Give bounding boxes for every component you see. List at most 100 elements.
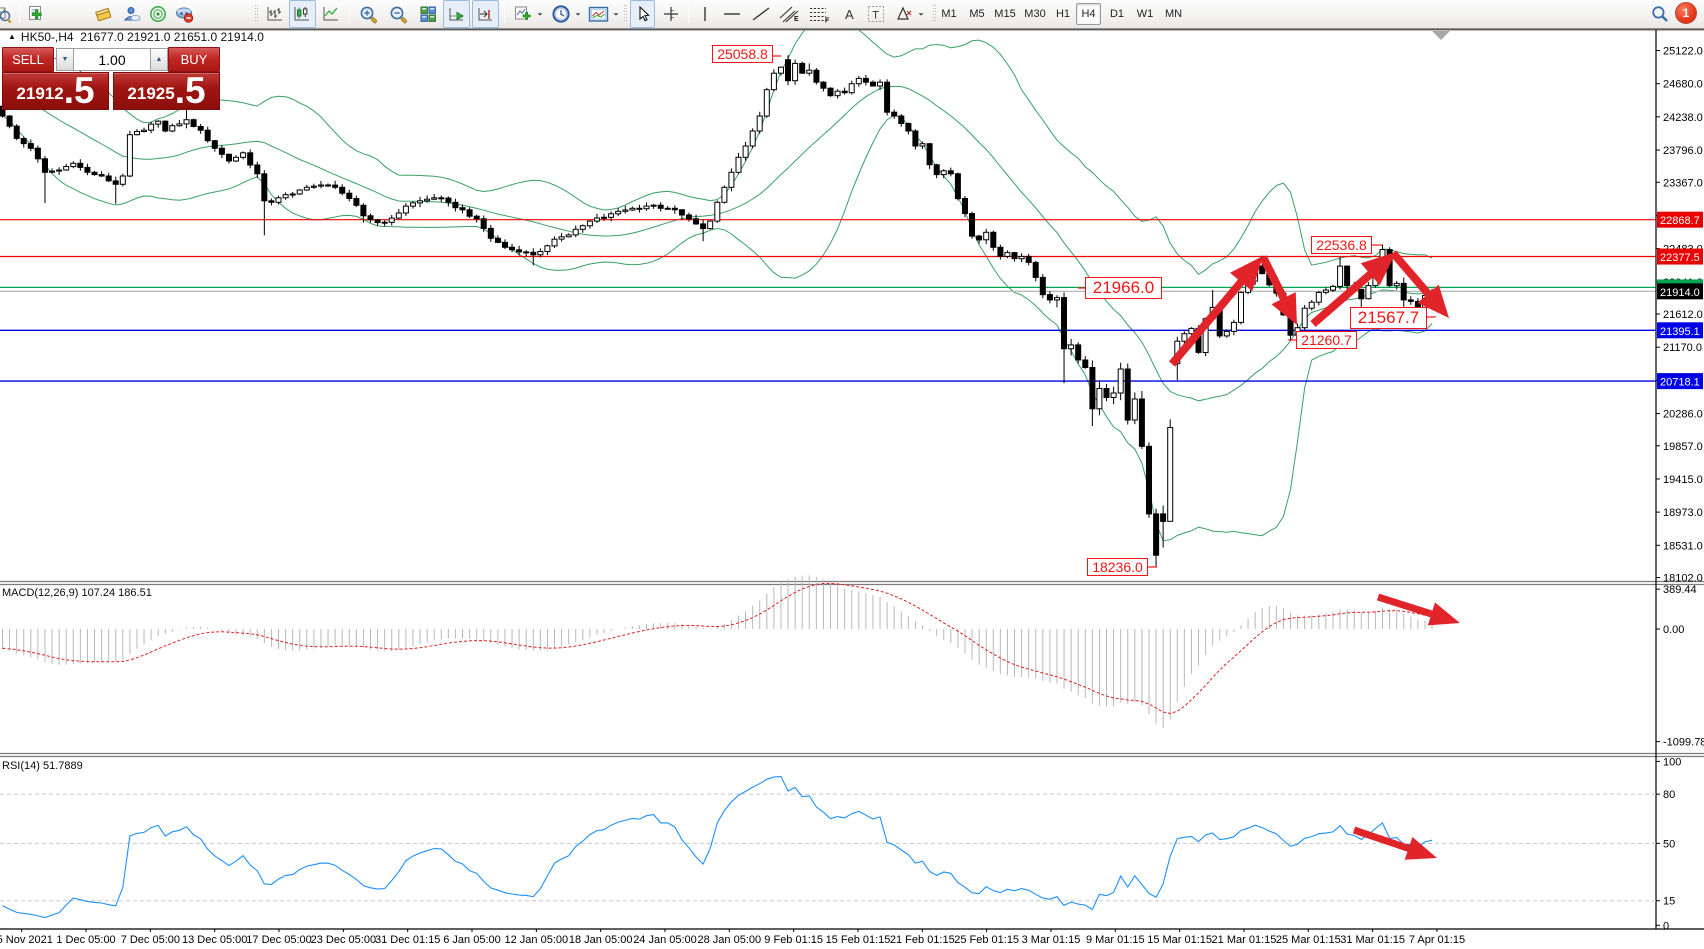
shapes-dropdown-icon[interactable] [916,0,926,28]
collapse-panel-icon[interactable]: ▲ [8,32,16,41]
current-price-box: 21914.0 [1657,283,1703,300]
candle-body [813,69,820,83]
candle-body [700,223,707,230]
text-label-icon[interactable]: T [863,0,888,28]
candle-body [473,215,480,220]
candle-body [770,72,777,91]
candle-body [643,205,650,210]
candle-body [1322,289,1329,293]
line-chart-icon[interactable] [319,0,343,28]
price-annotation-18236.0[interactable]: 18236.0 [1087,558,1148,576]
trend-arrow-shaft[interactable] [1352,826,1416,854]
candle-body [954,173,961,200]
price-annotation-21260.7[interactable]: 21260.7 [1296,331,1357,349]
new-chart-icon[interactable] [0,0,14,28]
signals-icon[interactable] [146,0,170,28]
templates-icon[interactable] [585,0,611,28]
shapes-icon[interactable] [891,0,916,28]
candle-body [841,90,848,94]
bar-chart-icon[interactable] [263,0,287,28]
candle-body [1018,255,1025,260]
auto-scroll-icon[interactable] [443,0,470,28]
candlestick-chart-icon[interactable] [289,0,316,28]
trend-arrow-head[interactable] [1404,837,1437,860]
timeframe-m5-button[interactable]: M5 [969,8,985,20]
candle-body [834,90,841,97]
zoom-in-icon[interactable] [356,0,381,28]
price-annotation-25058.8[interactable]: 25058.8 [712,45,773,63]
trendline-icon[interactable] [748,0,773,28]
notification-badge[interactable]: 1 [1675,2,1697,24]
tile-windows-icon[interactable] [416,0,441,28]
time-axis-label: 31 Dec 01:15 [375,934,440,946]
candle-body [402,205,409,214]
trend-arrow-shaft[interactable] [1259,255,1290,306]
periods-icon[interactable] [548,0,573,28]
crosshair-icon[interactable] [658,0,683,28]
macd-label: MACD(12,26,9) 107.24 186.51 [2,587,152,599]
toolbar: E F A T M1 M5 M15 M30 H1 H4 D1 W1 MN 1 [0,0,1704,29]
price-annotation-21567.7[interactable]: 21567.7 [1350,307,1427,329]
timeframe-h1-button[interactable]: H1 [1055,8,1071,20]
journal-icon[interactable] [92,0,116,28]
chart-shift-icon[interactable] [472,0,499,28]
trend-arrow-head[interactable] [1427,602,1460,626]
candle-body [1138,398,1145,447]
indicators-dropdown-icon[interactable] [535,0,545,28]
zoom-out-icon[interactable] [386,0,411,28]
candle-body [261,173,268,202]
trend-arrow-shaft[interactable] [1310,267,1378,328]
horizontal-line-icon[interactable] [719,0,744,28]
fibonacci-icon[interactable]: F [807,0,833,28]
timeframe-w1-button[interactable]: W1 [1136,8,1154,20]
chart-background[interactable] [0,29,1704,949]
templates-dropdown-icon[interactable] [611,0,621,28]
new-order-icon[interactable] [25,0,47,28]
candle-body [1004,252,1011,257]
market-icon[interactable] [119,0,143,28]
macd-panel[interactable]: 389.44 0.00 -1099.78 [2,575,1704,749]
sell-price-box[interactable]: 21912.5 [2,72,109,110]
price-annotation-22536.8[interactable]: 22536.8 [1311,236,1372,254]
trend-arrow-shaft[interactable] [1168,274,1249,367]
timeframe-mn-button[interactable]: MN [1164,8,1183,20]
volume-increase-button[interactable]: ▲ [150,48,168,71]
sell-button[interactable]: SELL [2,47,54,72]
price-annotation-21966.0[interactable]: 21966.0 [1085,277,1162,299]
periods-dropdown-icon[interactable] [573,0,583,28]
trend-arrow-shaft[interactable] [1389,250,1436,301]
autotrading-icon[interactable] [173,0,197,28]
candle-body [367,215,374,221]
buy-price-box[interactable]: 21925.5 [113,72,220,110]
cursor-icon[interactable] [630,0,655,28]
macd-axis-label: 389.44 [1663,584,1697,596]
text-icon[interactable]: A [839,0,861,28]
trend-arrow-shaft[interactable] [1376,593,1439,620]
candle-body [438,197,445,200]
timeframe-m30-button[interactable]: M30 [1024,8,1046,20]
trend-arrow-head[interactable] [1360,252,1396,286]
timeframe-h4-button[interactable]: H4 [1076,3,1101,25]
vertical-line-icon[interactable] [694,0,716,28]
timeframe-m1-button[interactable]: M1 [941,8,957,20]
rsi-panel[interactable]: 100 80 50 15 0 [0,756,1681,932]
candle-body [27,143,34,149]
trend-arrow-head[interactable] [1230,256,1263,292]
timeframe-m15-button[interactable]: M15 [994,8,1016,20]
volume-decrease-button[interactable]: ▼ [56,48,74,71]
trend-arrow-head[interactable] [1417,284,1450,318]
candle-body [332,184,339,188]
candle-body [190,119,197,127]
chart-shift-marker[interactable] [1432,31,1450,40]
search-icon[interactable] [1648,0,1672,28]
buy-button[interactable]: BUY [168,47,220,72]
indicators-icon[interactable] [510,0,535,28]
candlestick-series[interactable] [0,55,1436,568]
time-axis-label: 21 Feb 01:15 [890,934,955,946]
volume-input[interactable]: 1.00 [74,48,150,71]
channel-icon[interactable]: E [777,0,803,28]
timeframe-d1-button[interactable]: D1 [1109,8,1125,20]
trend-arrow-head[interactable] [1271,292,1298,325]
